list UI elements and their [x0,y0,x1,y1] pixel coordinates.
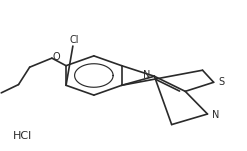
Text: S: S [218,77,224,87]
Text: N: N [143,70,151,80]
Text: HCl: HCl [13,131,32,141]
Text: N: N [212,110,219,120]
Text: O: O [53,52,60,62]
Text: Cl: Cl [69,35,79,45]
